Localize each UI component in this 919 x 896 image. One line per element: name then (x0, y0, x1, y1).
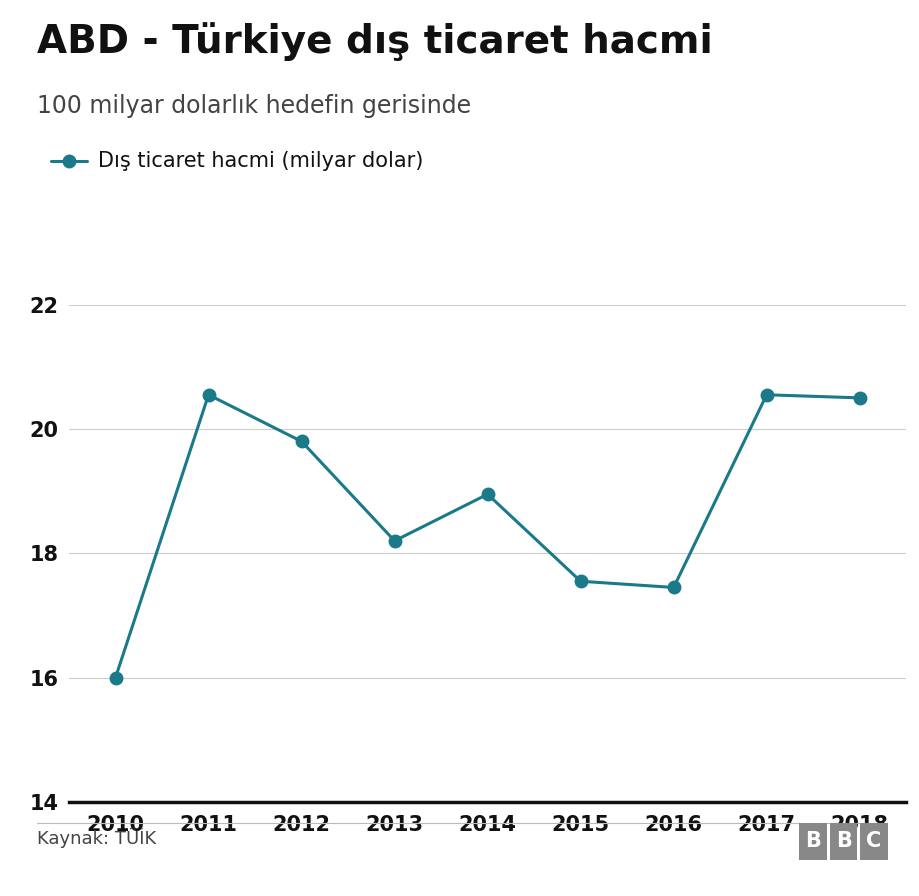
Text: B: B (834, 831, 851, 851)
Text: Kaynak: TÜİK: Kaynak: TÜİK (37, 828, 156, 848)
Text: ABD - Türkiye dış ticaret hacmi: ABD - Türkiye dış ticaret hacmi (37, 22, 712, 61)
Text: C: C (866, 831, 880, 851)
Text: Dış ticaret hacmi (milyar dolar): Dış ticaret hacmi (milyar dolar) (98, 151, 424, 171)
Text: B: B (804, 831, 821, 851)
Text: 100 milyar dolarlık hedefin gerisinde: 100 milyar dolarlık hedefin gerisinde (37, 94, 471, 118)
